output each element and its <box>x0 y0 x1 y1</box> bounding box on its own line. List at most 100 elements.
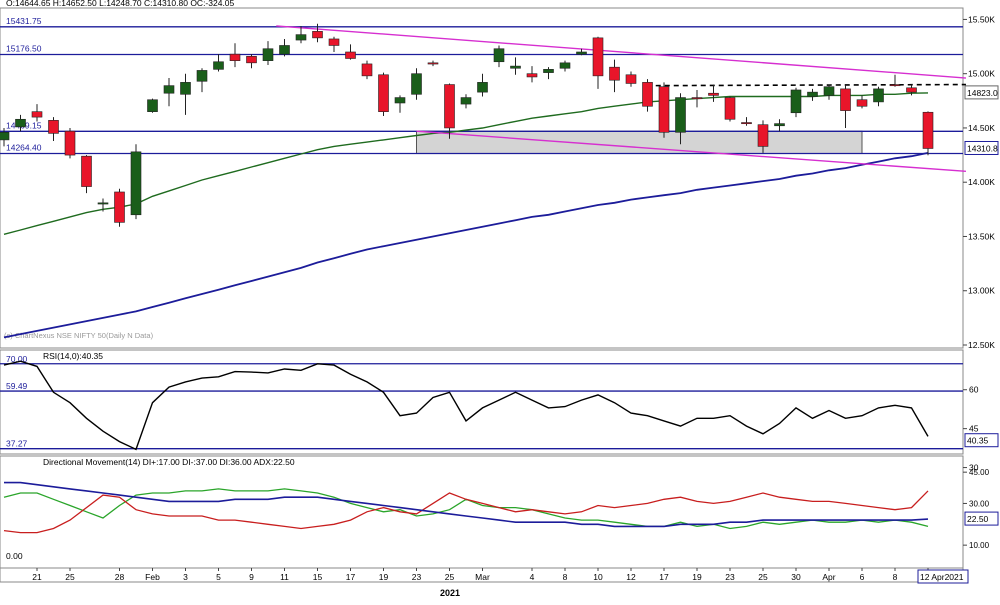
candle-up <box>180 82 191 95</box>
candle-up <box>774 123 785 127</box>
dmi-panel <box>0 455 964 569</box>
candle-up <box>559 62 571 69</box>
candle-down <box>642 82 653 107</box>
x-tick-label: 21 <box>32 572 42 582</box>
candle-down <box>757 124 769 147</box>
candles-layer <box>0 23 934 227</box>
candle-down <box>64 130 76 156</box>
candle-up <box>147 99 158 112</box>
x-tick-label: 23 <box>412 572 422 582</box>
badge-date-box <box>917 569 969 584</box>
x-tick-label: 11 <box>280 572 289 582</box>
candle-down <box>592 37 604 77</box>
price-tick-label: 12.50K <box>968 340 995 350</box>
x-tick-label: 17 <box>659 572 669 582</box>
candle-down <box>658 86 670 133</box>
dmi-label: Directional Movement(14) DI+:17.00 DI-:3… <box>43 457 295 467</box>
rsi-panel <box>0 349 964 455</box>
x-tick-label: 4 <box>530 572 535 582</box>
badge-adx-box <box>964 511 999 526</box>
candle-up <box>15 118 26 128</box>
candle-down <box>444 84 455 129</box>
candle-up <box>510 65 521 69</box>
candle-up <box>807 91 818 97</box>
candle-up <box>262 48 274 61</box>
candle-up <box>196 70 208 82</box>
trendline-lower-magenta <box>416 130 967 173</box>
dmi-zero-label: 0.00 <box>6 551 23 561</box>
candle-down <box>906 87 917 93</box>
candle-up <box>543 69 554 73</box>
candle-down <box>345 51 356 59</box>
dmi-tick-label: 30.00 <box>969 499 990 508</box>
candle-up <box>493 48 505 63</box>
candle-down <box>724 97 736 120</box>
x-tick-label: 12 <box>626 572 636 582</box>
x-tick-label: 23 <box>725 572 735 582</box>
candle-down <box>691 97 703 100</box>
badge-adx: 22.50 <box>967 514 989 524</box>
x-tick-label: 28 <box>115 572 125 582</box>
candle-up <box>460 97 472 105</box>
watermark: (c) ChartNexus NSE NIFTY 50(Daily N Data… <box>4 331 154 340</box>
trendlines-layer <box>276 25 967 173</box>
candle-down <box>378 74 389 112</box>
price-tick-label: 13.50K <box>968 231 995 241</box>
candle-up <box>295 34 307 41</box>
x-tick-label: 25 <box>445 572 455 582</box>
candle-down <box>741 122 752 125</box>
candle-down <box>889 84 901 87</box>
x-tick-label: 6 <box>860 572 865 582</box>
ma-blue-line <box>3 152 929 339</box>
candle-down <box>427 62 439 65</box>
x-tick-label: Feb <box>145 572 160 582</box>
adx-line <box>4 481 929 528</box>
candle-up <box>0 131 10 141</box>
x-tick-label: 25 <box>758 572 768 582</box>
candle-down <box>922 111 934 149</box>
candle-up <box>279 45 290 55</box>
x-tick-label: 19 <box>379 572 389 582</box>
price-axis: 15.50K 15.00K 14.50K 14.00K 13.50K 13.00K 12.5… <box>963 14 995 350</box>
badge-price-last: 14310.8 <box>967 143 998 153</box>
di-minus-line <box>3 490 929 534</box>
moving-averages-layer <box>3 92 929 339</box>
rsi-level-label: 59.49 <box>6 381 28 391</box>
dmi-layer: 45.00 30.00 10.00 <box>3 468 990 550</box>
candle-up <box>823 86 835 96</box>
ohlc-header: O:14644.65 H:14652.50 L:14248.70 C:14310… <box>6 0 235 8</box>
candle-up <box>576 51 587 55</box>
x-tick-label: 15 <box>313 572 323 582</box>
level-label: 15431.75 <box>6 16 42 26</box>
candle-up <box>790 89 802 114</box>
x-axis-year: 2021 <box>440 588 460 598</box>
candle-down <box>114 191 125 223</box>
rsi-tick-label: 45 <box>969 424 979 434</box>
badge-rsi: 40.35 <box>967 436 989 446</box>
candle-up <box>213 61 224 70</box>
x-tick-label: 10 <box>593 572 603 582</box>
dmi-tick-label: 45.00 <box>969 468 990 477</box>
badge-rsi-box <box>964 433 999 448</box>
candle-up <box>163 85 175 94</box>
price-tick-label: 13.00K <box>968 286 995 296</box>
level-label: 14264.40 <box>6 143 42 153</box>
candle-up <box>675 97 686 133</box>
x-tick-label: 25 <box>65 572 75 582</box>
ma-green-line <box>3 92 929 235</box>
candle-down <box>312 31 323 39</box>
support-zone <box>416 130 863 155</box>
trendline-upper-magenta <box>276 25 967 79</box>
level-label: 15176.50 <box>6 44 42 54</box>
candle-up <box>130 151 142 216</box>
x-tick-label: 8 <box>893 572 898 582</box>
candle-down <box>708 92 719 96</box>
rsi-tick-label: 30 <box>969 463 979 473</box>
x-tick-label: Apr <box>822 572 835 582</box>
candle-down <box>246 56 257 64</box>
rsi-line <box>3 360 929 451</box>
candle-down <box>609 66 620 81</box>
x-tick-label: 5 <box>216 572 221 582</box>
